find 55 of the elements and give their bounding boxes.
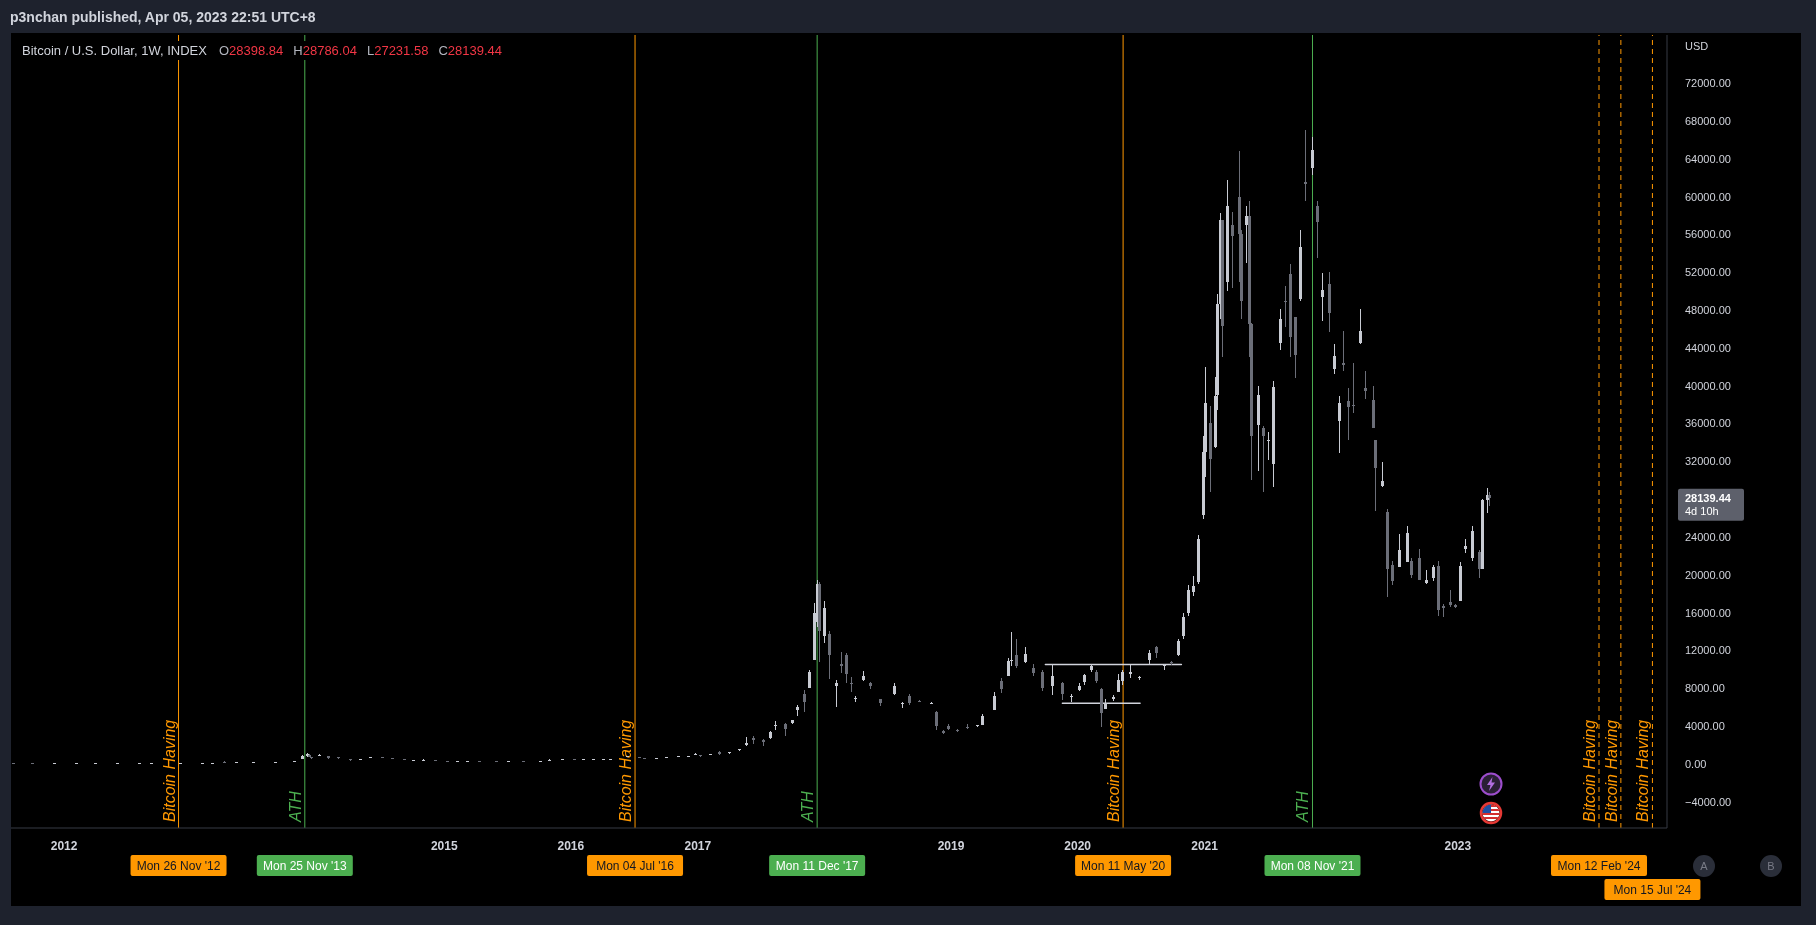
annotation: C28139.44: [438, 43, 503, 58]
text: Mon 25 Nov '13: [262, 859, 347, 873]
x-tick-label: 2023: [1444, 839, 1472, 853]
y-tick-label: 24000.00: [1685, 530, 1731, 543]
y-tick-label: 48000.00: [1685, 304, 1731, 317]
y-tick-label: 16000.00: [1685, 606, 1731, 619]
ref-line-label: Bitcoin Having: [1105, 719, 1123, 822]
text: Mon 11 Dec '17: [775, 859, 859, 873]
annotation: O28398.84: [218, 43, 284, 58]
x-tick-label: 2019: [937, 839, 965, 853]
ref-line-label: Bitcoin Having: [617, 719, 635, 822]
text: Mon 04 Jul '16: [596, 859, 675, 873]
y-tick-label: 44000.00: [1685, 341, 1731, 354]
text: Mon 08 Nov '21: [1270, 859, 1355, 873]
ref-line-label: Bitcoin Having: [1581, 719, 1599, 822]
x-tick-label: 2017: [684, 839, 712, 853]
text: A: [1700, 860, 1708, 872]
x-tick-label: 2020: [1064, 839, 1092, 853]
y-axis-title: USD: [1685, 40, 1709, 52]
text: Bitcoin / U.S. Dollar, 1W, INDEX: [22, 43, 207, 58]
ref-line-label: ATH: [1294, 790, 1312, 823]
ref-line-label: Bitcoin Having: [1634, 719, 1652, 822]
x-tick-label: 2015: [430, 839, 458, 853]
y-tick-label: 0.00: [1685, 757, 1707, 770]
text: Mon 11 May '20: [1081, 859, 1166, 873]
y-tick-label: 52000.00: [1685, 266, 1731, 279]
x-tick-label: 2016: [557, 839, 585, 853]
y-tick-label: 4000.00: [1685, 719, 1725, 732]
text: p3nchan published, Apr 05, 2023 22:51 UTC+8: [10, 9, 316, 25]
x-tick-label: 2012: [50, 839, 78, 853]
y-tick-label: 56000.00: [1685, 228, 1731, 241]
ref-line-label: ATH: [799, 790, 817, 823]
text: 4d 10h: [1685, 504, 1719, 517]
text: Mon 12 Feb '24: [1557, 859, 1641, 873]
y-tick-label: 72000.00: [1685, 77, 1731, 90]
y-tick-label: 64000.00: [1685, 152, 1731, 165]
y-tick-label: 60000.00: [1685, 190, 1731, 203]
x-tick-label: 2021: [1191, 839, 1219, 853]
ref-line-label: Bitcoin Having: [1602, 719, 1620, 822]
y-tick-label: 36000.00: [1685, 417, 1731, 430]
y-tick-label: 28139.44: [1685, 491, 1732, 504]
y-tick-label: −4000.00: [1685, 795, 1732, 808]
ref-line-label: ATH: [286, 790, 304, 823]
y-tick-label: 8000.00: [1685, 682, 1725, 695]
text: Mon 26 Nov '12: [136, 859, 221, 873]
ref-line-label: Bitcoin Having: [160, 719, 178, 822]
annotation: L27231.58: [366, 43, 429, 58]
y-tick-label: 40000.00: [1685, 379, 1731, 392]
text: B: [1767, 860, 1775, 872]
y-tick-label: 68000.00: [1685, 115, 1731, 128]
text: Mon 15 Jul '24: [1613, 883, 1692, 897]
y-tick-label: 12000.00: [1685, 644, 1731, 657]
annotation: H28786.04: [293, 43, 357, 58]
y-tick-label: 20000.00: [1685, 568, 1731, 581]
y-tick-label: 32000.00: [1685, 455, 1731, 468]
